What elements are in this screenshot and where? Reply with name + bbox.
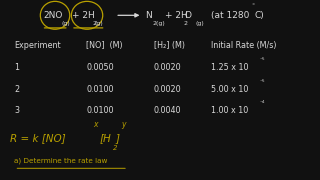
- Text: 1.00 x 10: 1.00 x 10: [211, 106, 248, 115]
- Text: 0.0100: 0.0100: [86, 106, 114, 115]
- Text: 3: 3: [14, 106, 20, 115]
- Text: 0.0020: 0.0020: [154, 85, 181, 94]
- Text: [H: [H: [100, 133, 112, 143]
- Text: y: y: [121, 120, 125, 129]
- Text: + 2H: + 2H: [72, 11, 95, 20]
- Text: 0.0050: 0.0050: [86, 63, 114, 72]
- Text: O: O: [185, 11, 192, 20]
- Text: x: x: [93, 120, 98, 129]
- Text: 2: 2: [183, 21, 188, 26]
- Text: 1: 1: [14, 63, 20, 72]
- Text: (g): (g): [62, 21, 70, 26]
- Text: N: N: [146, 11, 152, 20]
- Text: a) Determine the rate law: a) Determine the rate law: [14, 158, 108, 164]
- Text: ]: ]: [116, 133, 120, 143]
- Text: 2: 2: [92, 21, 96, 26]
- Text: 0.0100: 0.0100: [86, 85, 114, 94]
- Text: °: °: [251, 3, 254, 8]
- Text: + 2H: + 2H: [165, 11, 188, 20]
- Text: 0.0040: 0.0040: [154, 106, 181, 115]
- Text: Initial Rate (M/s): Initial Rate (M/s): [211, 41, 277, 50]
- Text: 0.0020: 0.0020: [154, 63, 181, 72]
- Text: ⁻⁵: ⁻⁵: [260, 80, 265, 85]
- Text: ⁻⁵: ⁻⁵: [260, 58, 265, 63]
- Text: ⁻⁴: ⁻⁴: [260, 101, 265, 106]
- Text: 2NO: 2NO: [43, 11, 63, 20]
- Text: [H₂] (M): [H₂] (M): [154, 41, 185, 50]
- Text: Experiment: Experiment: [14, 41, 61, 50]
- Text: 2: 2: [14, 85, 20, 94]
- Text: 1.25 x 10: 1.25 x 10: [211, 63, 249, 72]
- Text: R = k [NO]: R = k [NO]: [10, 133, 65, 143]
- Text: C): C): [254, 11, 264, 20]
- Text: (g): (g): [195, 21, 204, 26]
- Text: 5.00 x 10: 5.00 x 10: [211, 85, 249, 94]
- Text: [NO]  (M): [NO] (M): [86, 41, 123, 50]
- Text: (at 1280: (at 1280: [211, 11, 250, 20]
- Text: 2(g): 2(g): [152, 21, 165, 26]
- Text: (g): (g): [95, 21, 103, 26]
- Text: 2: 2: [113, 145, 117, 151]
